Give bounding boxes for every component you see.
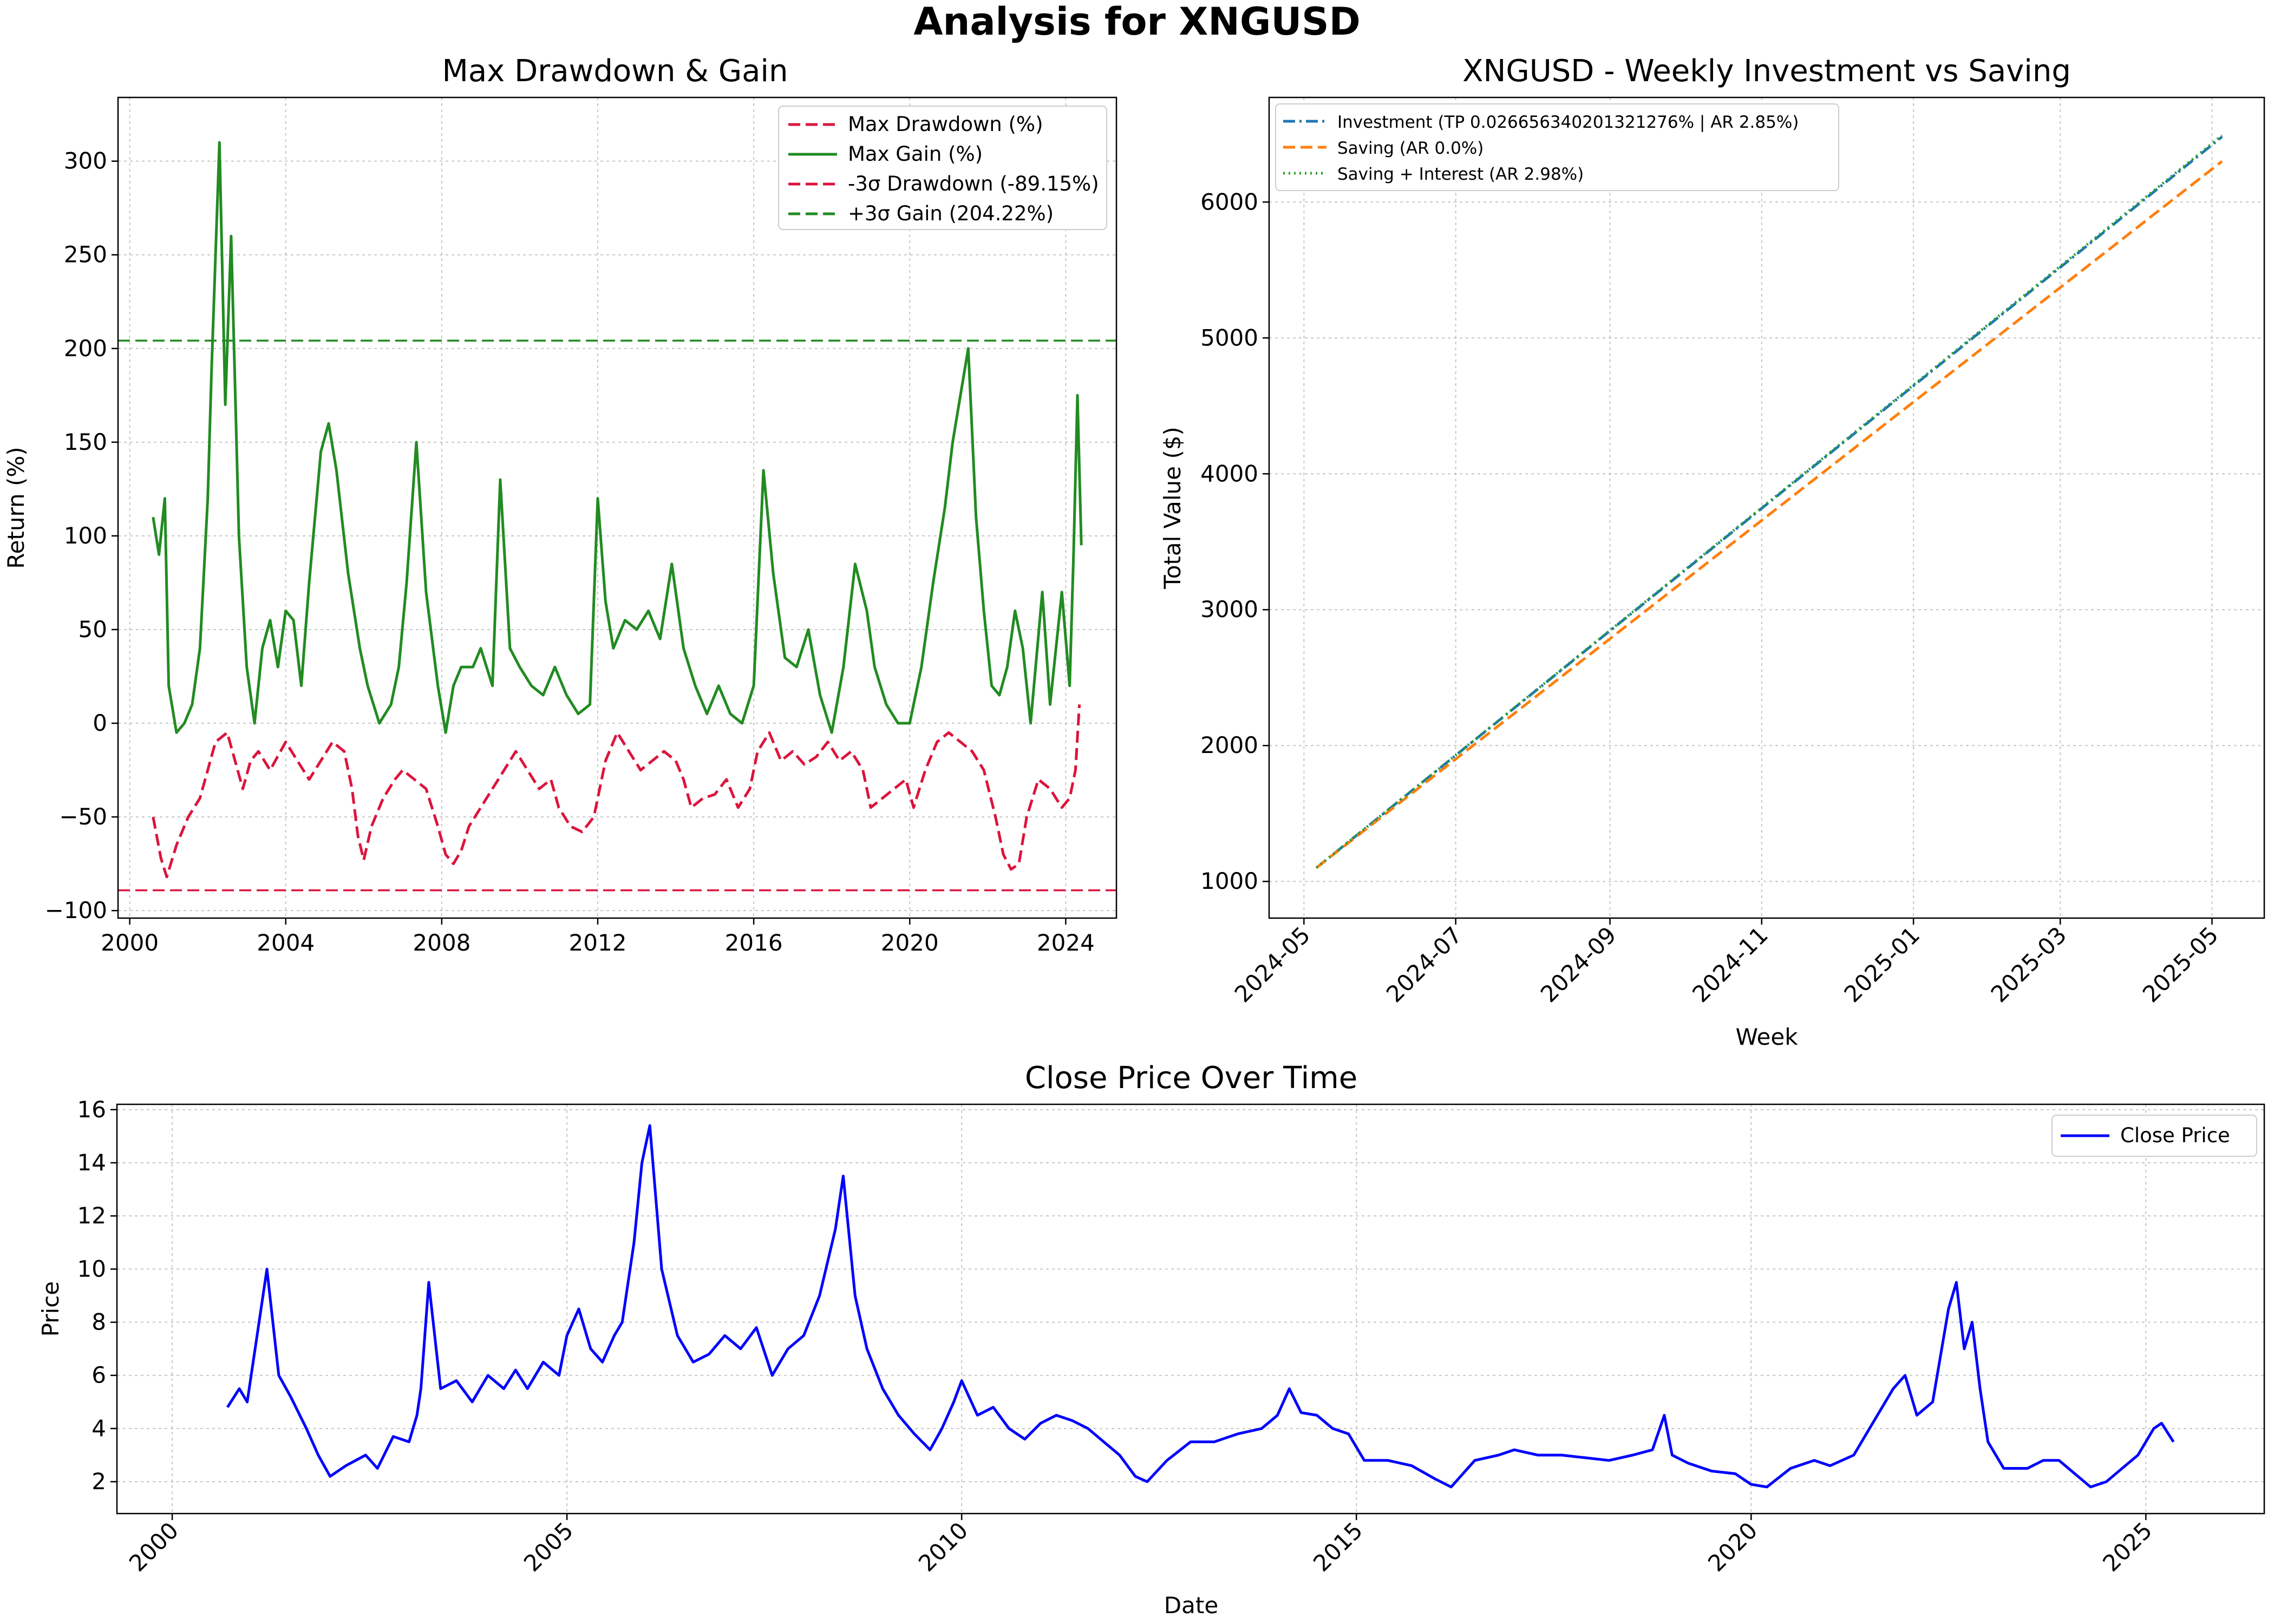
investment-frame: [1268, 96, 2265, 919]
close-price-xtick-label: 2000: [124, 1517, 184, 1576]
close-price-legend: Close Price: [2051, 1115, 2257, 1157]
drawdown-gain-xtick-label: 2004: [257, 929, 315, 956]
close-price-ytick-label: 4: [92, 1415, 106, 1442]
drawdown-gain-frame: [117, 96, 1118, 919]
close-price-ytick-label: 14: [77, 1149, 106, 1176]
investment-legend-label: Investment (TP 0.026656340201321276% | A…: [1337, 113, 1799, 132]
drawdown-gain-ytick-label: 150: [64, 429, 107, 455]
investment-xlabel: Week: [1735, 1024, 1798, 1050]
close-price-legend-label: Close Price: [2120, 1124, 2230, 1147]
drawdown-gain-xtick-label: 2012: [569, 929, 627, 956]
drawdown-gain-legend-label: +3σ Gain (204.22%): [848, 202, 1054, 225]
investment-series: [1315, 134, 2223, 869]
investment-series-line-2: [1315, 134, 2223, 869]
drawdown-gain-xtick-label: 2020: [881, 929, 939, 956]
drawdown-gain-ticks: −100 −50 0 50 100 150 200 250 300 2000 2004 2008 201…: [45, 148, 1095, 956]
investment-legend: Investment (TP 0.026656340201321276% | A…: [1275, 103, 1839, 191]
investment-xtick-label: 2025-03: [1986, 921, 2072, 1007]
investment-xtick-label: 2024-07: [1381, 921, 1467, 1007]
investment-xtick-label: 2024-09: [1535, 921, 1622, 1007]
investment-ytick-label: 4000: [1200, 460, 1258, 487]
close-price-xtick-label: 2025: [2097, 1517, 2157, 1576]
drawdown-gain-series-line-0: [152, 704, 1081, 879]
investment-panel: XNGUSD - Weekly Investment vs Saving 100…: [1159, 54, 2265, 1050]
drawdown-gain-xtick-label: 2008: [413, 929, 471, 956]
close-price-panel: Close Price Over Time 2 4 6 8 10 12 14 16 2000 20…: [37, 1060, 2265, 1619]
investment-legend-label: Saving + Interest (AR 2.98%): [1337, 165, 1584, 184]
drawdown-gain-legend-box: [778, 106, 1107, 230]
investment-ytick-label: 6000: [1200, 188, 1258, 215]
investment-legend-box: [1275, 103, 1839, 191]
close-price-xtick-label: 2015: [1308, 1517, 1368, 1576]
close-price-ytick-label: 10: [77, 1255, 106, 1282]
drawdown-gain-xtick-label: 2024: [1037, 929, 1095, 956]
investment-ytick-label: 3000: [1200, 596, 1258, 623]
close-price-ytick-label: 6: [92, 1362, 106, 1389]
drawdown-gain-series: [118, 141, 1116, 892]
investment-title: XNGUSD - Weekly Investment vs Saving: [1462, 54, 2071, 89]
close-price-series: [226, 1124, 2175, 1489]
investment-series-line-1: [1315, 160, 2223, 869]
drawdown-gain-ytick-label: −50: [59, 803, 107, 830]
close-price-xtick-label: 2020: [1703, 1517, 1762, 1576]
investment-xtick-label: 2024-05: [1230, 921, 1316, 1007]
drawdown-gain-series-line-1: [152, 141, 1083, 734]
investment-ytick-label: 2000: [1200, 732, 1258, 758]
investment-ytick-label: 5000: [1200, 324, 1258, 351]
investment-xtick-label: 2025-05: [2138, 921, 2224, 1007]
drawdown-gain-ytick-label: 100: [64, 522, 107, 549]
drawdown-gain-panel: Max Drawdown & Gain −100 −50 0 50 100 150 200 2…: [3, 54, 1118, 956]
close-price-ytick-label: 2: [92, 1468, 106, 1495]
drawdown-gain-ytick-label: −100: [45, 897, 107, 924]
drawdown-gain-ytick-label: 250: [64, 241, 107, 268]
close-price-xlabel: Date: [1164, 1592, 1218, 1619]
close-price-frame: [116, 1103, 2265, 1515]
investment-ytick-label: 1000: [1200, 868, 1258, 894]
investment-xtick-label: 2025-01: [1839, 921, 1925, 1007]
drawdown-gain-ytick-label: 50: [79, 616, 107, 643]
close-price-xtick-label: 2005: [519, 1517, 578, 1576]
investment-xtick-label: 2024-11: [1687, 921, 1773, 1007]
drawdown-gain-ytick-label: 200: [64, 335, 107, 362]
drawdown-gain-xtick-label: 2016: [725, 929, 783, 956]
drawdown-gain-ytick-label: 0: [93, 710, 107, 736]
figure-title: Analysis for XNGUSD: [913, 0, 1360, 44]
drawdown-gain-legend-label: Max Drawdown (%): [848, 113, 1043, 136]
close-price-grid: [117, 1104, 2264, 1514]
close-price-ytick-label: 12: [77, 1202, 106, 1229]
close-price-series-line-0: [226, 1124, 2175, 1489]
investment-ticks: 1000 2000 3000 4000 5000 6000 2024-05 2024-07 20…: [1200, 188, 2223, 1007]
close-price-ytick-label: 16: [77, 1096, 106, 1123]
drawdown-gain-ylabel: Return (%): [3, 447, 29, 568]
investment-legend-label: Saving (AR 0.0%): [1337, 139, 1484, 158]
drawdown-gain-ytick-label: 300: [64, 148, 107, 174]
close-price-title: Close Price Over Time: [1025, 1060, 1357, 1096]
close-price-ytick-label: 8: [92, 1309, 106, 1335]
drawdown-gain-title: Max Drawdown & Gain: [442, 54, 788, 89]
close-price-ylabel: Price: [37, 1281, 64, 1337]
drawdown-gain-legend-label: -3σ Drawdown (-89.15%): [848, 172, 1099, 195]
close-price-xtick-label: 2010: [913, 1517, 973, 1576]
investment-grid: [1269, 97, 2264, 918]
drawdown-gain-legend: Max Drawdown (%) Max Gain (%) -3σ Drawdown…: [778, 106, 1107, 230]
investment-ylabel: Total Value ($): [1159, 427, 1186, 590]
close-price-legend-box: [2051, 1115, 2257, 1157]
drawdown-gain-xtick-label: 2000: [101, 929, 159, 956]
close-price-ticks: 2 4 6 8 10 12 14 16 2000 2005 2010 2015 2020 2025: [77, 1096, 2158, 1577]
drawdown-gain-legend-label: Max Gain (%): [848, 142, 983, 166]
